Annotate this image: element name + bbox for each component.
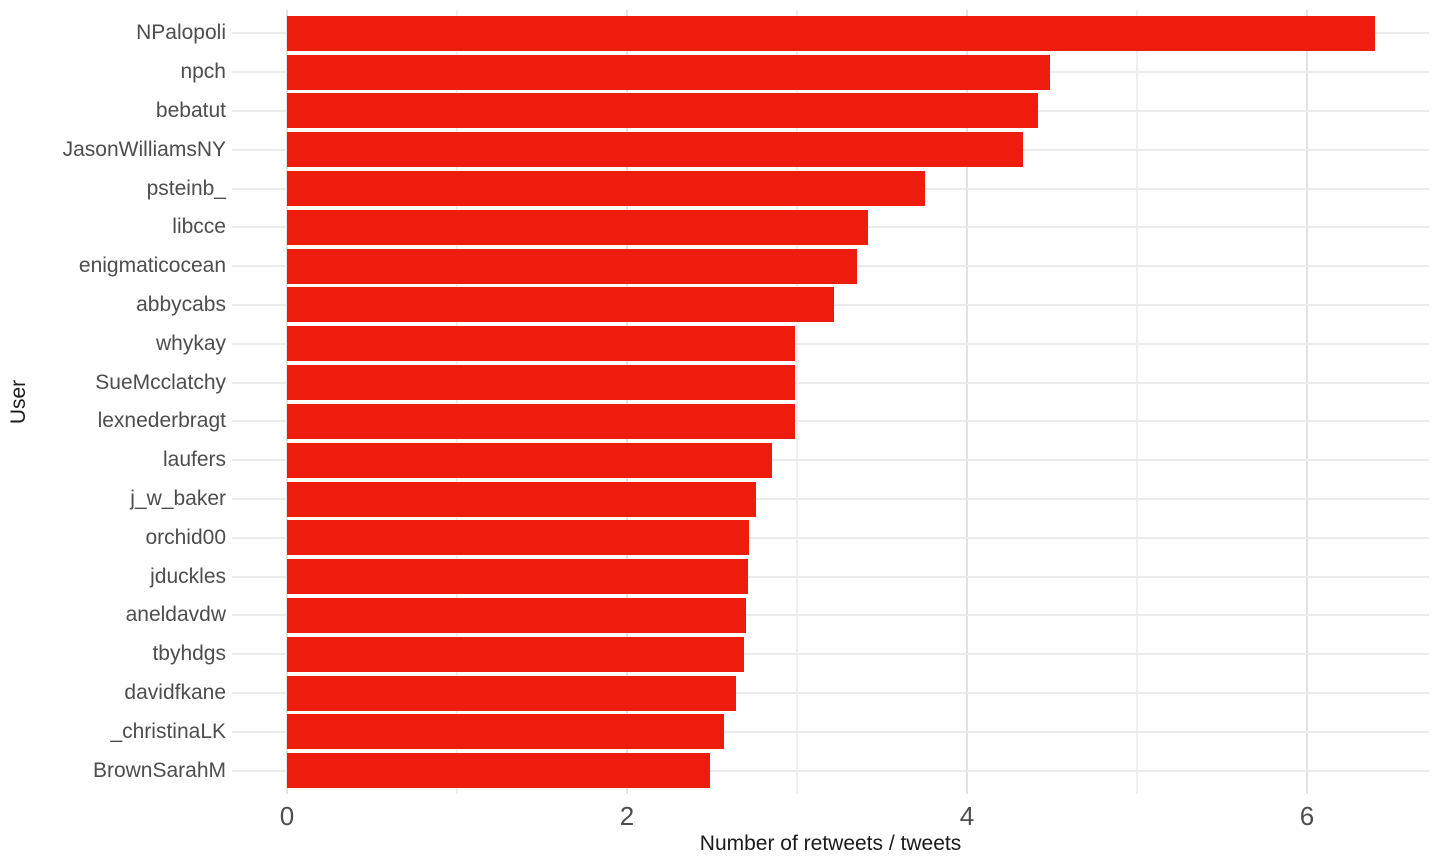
x-axis-title: Number of retweets / tweets <box>699 832 962 855</box>
bar <box>287 675 736 711</box>
y-axis-tick-labels: NPalopoli npch bebatut JasonWilliamsNY pstei… <box>0 10 226 794</box>
bar <box>287 326 796 362</box>
y-tick-label: davidfkane <box>124 681 226 705</box>
bar <box>287 93 1039 129</box>
x-tick-label: 6 <box>1299 801 1315 831</box>
gridline-horizontal <box>232 614 1429 617</box>
gridline-vertical-major <box>1306 10 1308 794</box>
bar <box>287 403 796 439</box>
y-tick-label: BrownSarahM <box>92 758 226 782</box>
gridline-horizontal <box>232 498 1429 501</box>
gridline-horizontal <box>232 536 1429 539</box>
bar <box>287 559 748 595</box>
y-tick-label: psteinb_ <box>146 176 226 200</box>
gridline-horizontal <box>232 692 1429 695</box>
gridline-vertical-major <box>626 10 628 794</box>
gridline-horizontal <box>232 459 1429 462</box>
bar <box>287 753 711 789</box>
y-tick-label: laufers <box>162 448 226 472</box>
bar <box>287 287 835 323</box>
y-tick-label: enigmaticocean <box>78 254 226 278</box>
y-tick-label: j_w_baker <box>130 487 226 511</box>
y-tick-label: abbycabs <box>136 292 226 316</box>
y-tick-label: tbyhdgs <box>152 642 226 666</box>
gridline-horizontal <box>232 730 1429 733</box>
gridline-vertical-major <box>966 10 968 794</box>
gridline-vertical-minor <box>796 10 798 794</box>
y-tick-label: SueMcclatchy <box>95 370 226 394</box>
y-tick-label: orchid00 <box>145 525 226 549</box>
bar <box>287 636 745 672</box>
gridline-horizontal <box>232 769 1429 772</box>
bar <box>287 54 1051 90</box>
gridline-horizontal <box>232 420 1429 423</box>
gridline-vertical-minor <box>456 10 458 794</box>
gridline-horizontal <box>232 381 1429 384</box>
gridline-horizontal <box>232 653 1429 656</box>
y-tick-label: JasonWilliamsNY <box>62 137 226 161</box>
gridline-vertical-minor <box>1136 10 1138 794</box>
plot-panel <box>232 10 1429 794</box>
y-tick-label: NPalopoli <box>136 21 226 45</box>
y-tick-label: npch <box>180 60 226 84</box>
gridline-horizontal <box>232 575 1429 578</box>
gridline-vertical-major <box>286 10 288 794</box>
y-axis-title: User <box>7 379 30 425</box>
y-tick-label: libcce <box>172 215 226 239</box>
bar <box>287 481 757 517</box>
x-tick-label: 4 <box>959 801 975 831</box>
x-tick-label: 2 <box>619 801 635 831</box>
bar <box>287 520 750 556</box>
bar <box>287 132 1024 168</box>
bar <box>287 365 796 401</box>
y-tick-label: _christinaLK <box>110 719 226 743</box>
x-axis-tick-labels: 0 2 4 6 <box>0 801 1440 831</box>
y-tick-label: whykay <box>155 331 226 355</box>
bar <box>287 597 746 633</box>
bar <box>287 15 1375 51</box>
bar <box>287 171 925 207</box>
bar <box>287 714 724 750</box>
bar <box>287 442 772 478</box>
bar <box>287 209 869 245</box>
gridline-horizontal <box>232 342 1429 345</box>
x-tick-label: 0 <box>279 801 295 831</box>
y-tick-label: jduckles <box>150 564 226 588</box>
y-tick-label: bebatut <box>155 98 226 122</box>
bar <box>287 248 857 284</box>
y-tick-label: aneldavdw <box>125 603 226 627</box>
y-tick-label: lexnederbragt <box>97 409 226 433</box>
